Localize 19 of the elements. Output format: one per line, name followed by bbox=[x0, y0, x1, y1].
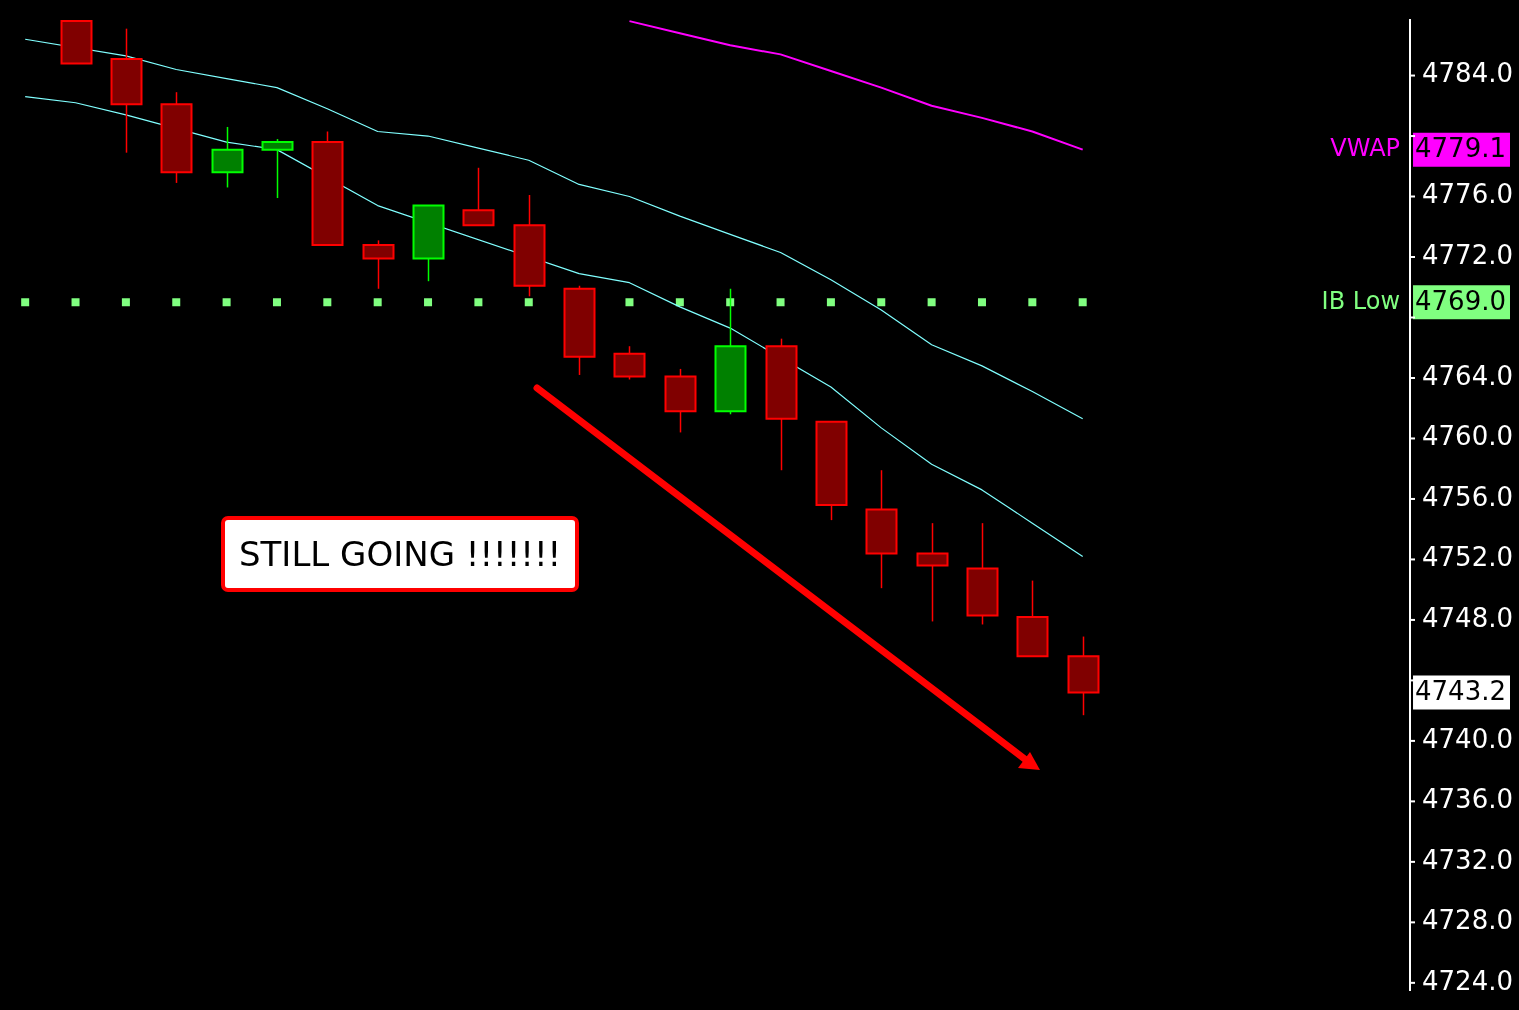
y-tick-label: 4724.0 bbox=[1422, 965, 1514, 996]
ref-line-label: IB Low bbox=[1321, 286, 1401, 315]
legend-label: VWAP bbox=[1330, 133, 1401, 162]
y-tick-label: 4728.0 bbox=[1422, 905, 1514, 936]
y-tick-label: 4760.0 bbox=[1422, 421, 1514, 452]
y-tick-label: 4748.0 bbox=[1422, 602, 1514, 633]
text: 4769.0 bbox=[1415, 286, 1507, 317]
text: 4743.2 bbox=[1415, 676, 1507, 707]
y-tick-label: 4776.0 bbox=[1422, 179, 1514, 210]
y-tick-label: 4752.0 bbox=[1422, 542, 1514, 573]
annotation: STILL GOING !!!!!!! bbox=[221, 516, 580, 592]
y-tick-label: 4764.0 bbox=[1422, 360, 1514, 391]
y-tick-label: 4732.0 bbox=[1422, 844, 1514, 875]
y-tick-label: 4740.0 bbox=[1422, 723, 1514, 754]
y-tick-label: 4772.0 bbox=[1422, 239, 1514, 270]
text: 4779.1 bbox=[1415, 133, 1507, 164]
y-tick-label: 4784.0 bbox=[1422, 58, 1514, 89]
y-tick-label: 4736.0 bbox=[1422, 784, 1514, 815]
y-tick-label: 4756.0 bbox=[1422, 481, 1514, 512]
